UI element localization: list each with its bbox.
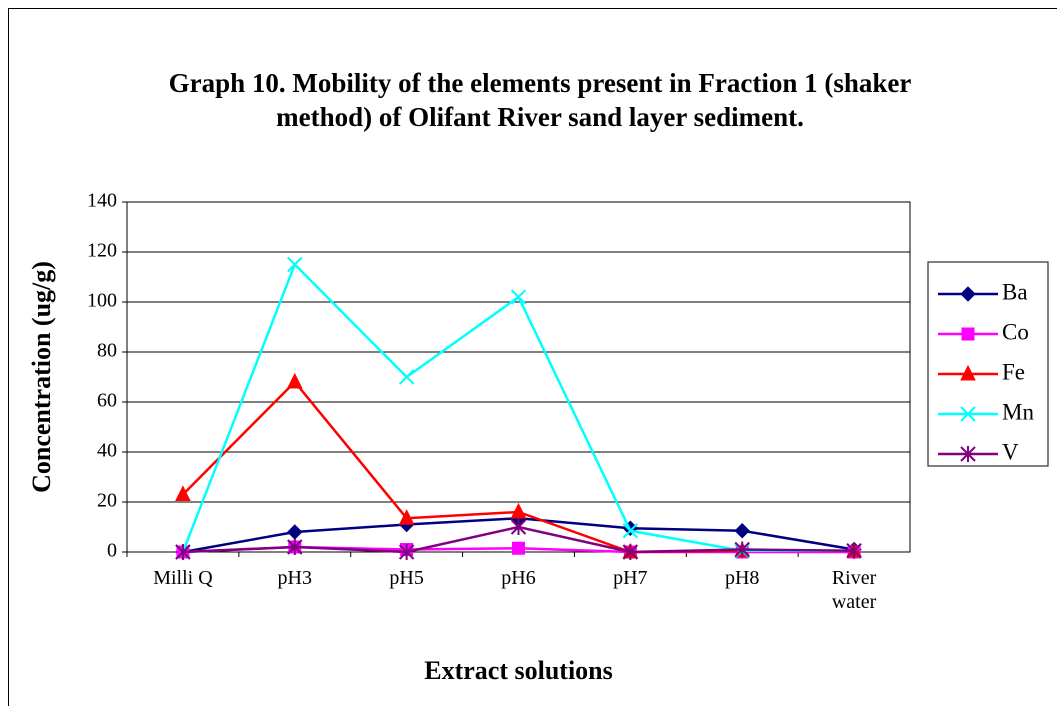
plot-area	[126, 201, 911, 553]
x-axis-label: Extract solutions	[424, 656, 613, 685]
data-point	[287, 524, 303, 540]
y-tick-label: 60	[97, 390, 117, 412]
chart-frame	[8, 8, 1057, 706]
legend-marker	[960, 406, 976, 422]
data-point	[175, 485, 191, 501]
x-tick-label: pH5	[389, 567, 424, 589]
marker-stroke	[622, 523, 639, 539]
x-tick-label: pH8	[724, 567, 760, 589]
data-point	[398, 509, 415, 525]
legend-marker	[960, 446, 976, 462]
legend-label: Mn	[1002, 399, 1034, 424]
data-point	[398, 544, 415, 560]
y-tick-label: 100	[87, 290, 117, 312]
marker-stroke	[510, 289, 527, 305]
y-axis-label: Concentration (ug/g)	[27, 261, 56, 493]
y-tick-label: 20	[97, 490, 117, 512]
legend-label: Fe	[1002, 359, 1025, 384]
marker-stroke	[960, 406, 976, 422]
data-point	[512, 541, 525, 555]
legend-marker	[960, 364, 976, 381]
x-tick-label: pH3	[277, 567, 312, 589]
x-tick-label: Milli Q	[153, 567, 213, 589]
data-point	[734, 523, 750, 539]
y-tick-label: 80	[97, 340, 117, 362]
data-point	[286, 372, 303, 389]
data-point	[846, 542, 862, 559]
y-tick-label: 140	[87, 190, 117, 212]
data-point	[510, 289, 527, 305]
legend-label: V	[1002, 439, 1019, 464]
legend	[927, 261, 1049, 467]
y-tick-label: 40	[97, 440, 117, 462]
data-point	[510, 519, 527, 535]
data-point	[510, 502, 527, 519]
marker-stroke	[398, 369, 415, 385]
data-point	[622, 523, 639, 539]
legend-marker	[961, 327, 975, 341]
y-tick-label: 0	[107, 540, 117, 562]
chart-title: Graph 10. Mobility of the elements prese…	[168, 68, 912, 132]
legend-label: Ba	[1002, 279, 1028, 304]
data-point	[287, 539, 303, 555]
x-tick-label: pH6	[501, 567, 536, 589]
x-tick-label: pH7	[613, 567, 648, 589]
data-point	[398, 369, 415, 385]
x-tick-label: River water	[831, 567, 877, 613]
data-point	[287, 256, 303, 273]
legend-marker	[960, 286, 976, 302]
data-point	[622, 544, 639, 560]
marker-stroke	[287, 256, 303, 273]
legend-label: Co	[1002, 319, 1029, 344]
y-tick-label: 120	[87, 240, 117, 262]
data-point	[175, 544, 191, 560]
data-point	[734, 541, 750, 558]
